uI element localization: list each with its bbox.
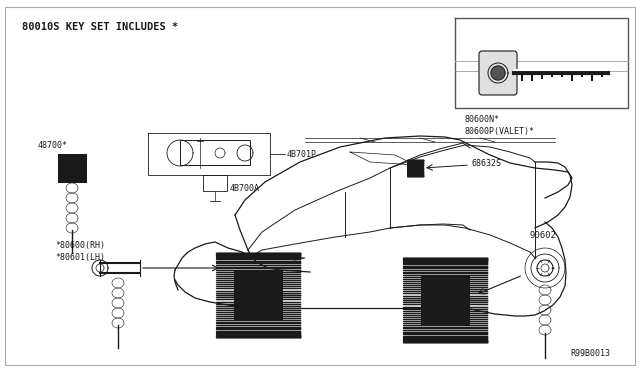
Text: 4B701P: 4B701P: [287, 150, 317, 158]
Text: 68632S: 68632S: [472, 158, 502, 167]
Text: 80600P(VALET)*: 80600P(VALET)*: [465, 127, 535, 136]
Text: *80601(LH): *80601(LH): [55, 253, 105, 262]
Text: 48700*: 48700*: [38, 141, 68, 150]
Text: R99B0013: R99B0013: [570, 349, 610, 358]
Text: *80600(RH): *80600(RH): [55, 241, 105, 250]
Text: 80600N*: 80600N*: [465, 115, 500, 124]
Bar: [180, 140, 250, 165]
Circle shape: [491, 66, 505, 80]
Text: 4B700A: 4B700A: [230, 183, 260, 192]
Text: 80010S KEY SET INCLUDES *: 80010S KEY SET INCLUDES *: [22, 22, 179, 32]
Text: 90602: 90602: [530, 231, 557, 240]
FancyBboxPatch shape: [479, 51, 517, 95]
